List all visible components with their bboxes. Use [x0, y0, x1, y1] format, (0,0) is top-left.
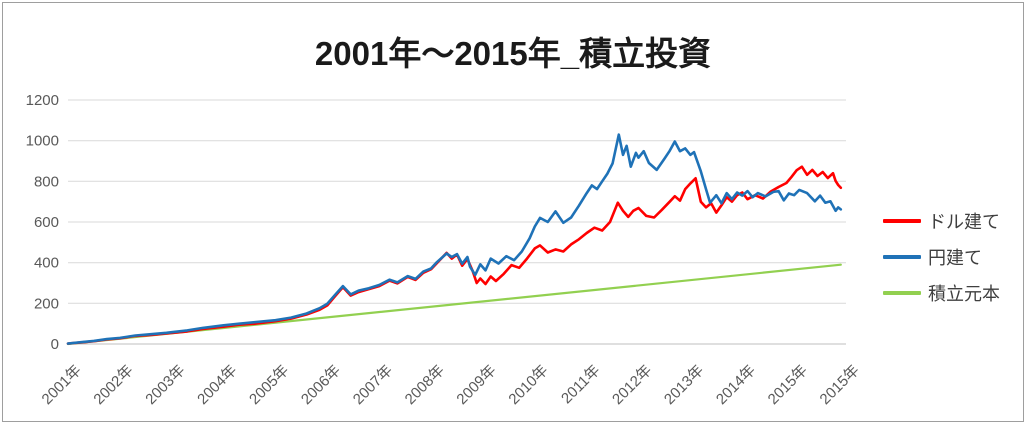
x-tick-label: 2005年 — [246, 362, 292, 408]
x-tick-label: 2013年 — [661, 362, 707, 408]
series-color-swatch — [883, 255, 921, 259]
series-color-swatch — [883, 219, 921, 223]
chart-title: 2001年〜2015年_積立投資 — [314, 35, 712, 72]
y-tick-label: 400 — [34, 255, 59, 272]
y-tick-label: 800 — [34, 173, 59, 190]
y-tick-label: 200 — [34, 295, 59, 312]
x-tick-label: 2003年 — [142, 362, 188, 408]
x-tick-label: 2015年 — [765, 362, 811, 408]
x-tick-label: 2015年 — [817, 362, 863, 408]
legend: ドル建て 円建て 積立元本 — [883, 203, 1000, 311]
y-tick-label: 600 — [34, 214, 59, 231]
x-tick-label: 2011年 — [558, 362, 603, 407]
x-tick-label: 2009年 — [454, 362, 500, 408]
legend-label: 円建て — [928, 248, 982, 268]
series-color-swatch — [883, 291, 921, 295]
x-tick-label: 2012年 — [609, 362, 655, 408]
series-line-1 — [66, 133, 843, 345]
x-tick-label: 2002年 — [91, 362, 137, 408]
legend-label: ドル建て — [928, 212, 1000, 232]
legend-label: 積立元本 — [928, 284, 1000, 304]
legend-item: 円建て — [883, 239, 1000, 275]
y-tick-label: 0 — [51, 336, 59, 353]
x-tick-label: 2004年 — [194, 362, 240, 408]
x-tick-label: 2006年 — [298, 362, 344, 408]
line-chart-canvas: 0 200 400 600 800 1000 1200 2001年 2002年 2003年 2004… — [26, 92, 863, 408]
x-tick-label: 2014年 — [713, 362, 759, 408]
x-tick-label: 2008年 — [402, 362, 448, 408]
legend-item: ドル建て — [883, 203, 1000, 239]
legend-item: 積立元本 — [883, 275, 1000, 311]
y-tick-label: 1000 — [26, 133, 59, 150]
y-tick-label: 1200 — [26, 92, 59, 109]
x-tick-label: 2010年 — [505, 362, 551, 408]
x-tick-label: 2007年 — [350, 362, 396, 408]
x-tick-label: 2001年 — [39, 362, 85, 408]
